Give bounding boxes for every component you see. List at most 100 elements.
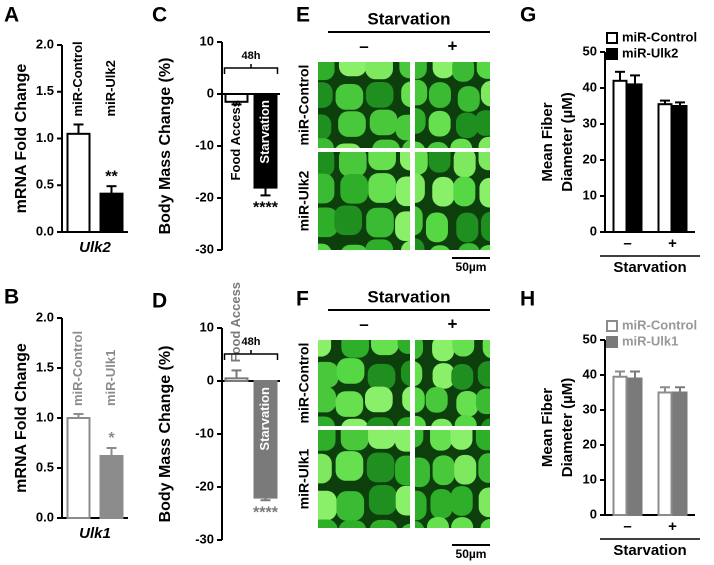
fiber bbox=[478, 453, 490, 483]
fiber bbox=[477, 361, 490, 387]
fiber bbox=[400, 240, 410, 250]
fiber bbox=[336, 491, 365, 521]
fiber bbox=[451, 364, 474, 390]
fiber bbox=[426, 516, 449, 528]
category-label: Food Access bbox=[228, 100, 243, 180]
y-tick-label: 50 bbox=[583, 331, 597, 346]
y-tick-label: 0.5 bbox=[36, 177, 54, 192]
fiber bbox=[415, 206, 423, 236]
scale-label: 50µm bbox=[456, 260, 487, 274]
fiber bbox=[415, 173, 425, 203]
fiber bbox=[318, 430, 336, 451]
legend-label: miR-Ulk1 bbox=[622, 333, 678, 348]
fiber bbox=[402, 386, 410, 412]
fiber bbox=[482, 340, 490, 359]
y-tick-label: 0 bbox=[590, 506, 597, 521]
fiber bbox=[318, 340, 332, 357]
fiber bbox=[430, 430, 453, 451]
fiber bbox=[415, 79, 428, 106]
fiber bbox=[478, 136, 490, 148]
y-tick-label: 10 bbox=[583, 187, 597, 202]
fiber bbox=[365, 62, 393, 80]
panel-letter: F bbox=[296, 288, 309, 311]
column-label: – bbox=[359, 314, 368, 333]
column-label: + bbox=[448, 36, 458, 55]
panel-letter: C bbox=[152, 4, 167, 27]
y-axis-label: mRNA Fold Change bbox=[13, 343, 30, 493]
error-bar bbox=[675, 101, 685, 106]
significance: * bbox=[108, 430, 115, 447]
fiber bbox=[395, 176, 410, 207]
error-bar bbox=[615, 70, 625, 81]
y-axis-label: Body Mass Change (%) bbox=[157, 58, 174, 235]
x-axis-label: Starvation bbox=[613, 542, 686, 559]
fiber bbox=[402, 139, 410, 148]
fiber bbox=[480, 80, 490, 107]
fiber bbox=[335, 391, 364, 417]
bar bbox=[612, 375, 628, 516]
fiber bbox=[334, 205, 362, 236]
significance: **** bbox=[253, 504, 279, 521]
fiber bbox=[401, 81, 410, 108]
micrograph bbox=[415, 152, 490, 250]
fiber bbox=[450, 486, 473, 516]
x-axis-label: Ulk1 bbox=[79, 525, 111, 542]
fiber bbox=[478, 152, 490, 171]
y-tick-label: -20 bbox=[195, 189, 214, 204]
fiber bbox=[454, 415, 477, 426]
bar bbox=[672, 391, 688, 516]
micrograph bbox=[415, 62, 490, 148]
y-tick-label: -10 bbox=[195, 137, 214, 152]
x-tick-label: + bbox=[668, 518, 677, 535]
y-tick-label: 1.5 bbox=[36, 359, 54, 374]
fiber bbox=[368, 173, 396, 203]
y-axis-label: mRNA Fold Change bbox=[13, 64, 30, 214]
row-label: miR-Ulk2 bbox=[296, 170, 312, 231]
fiber bbox=[432, 340, 455, 362]
y-tick-label: 40 bbox=[583, 366, 597, 381]
fiber bbox=[341, 340, 370, 358]
fiber bbox=[335, 451, 364, 481]
legend-swatch bbox=[606, 336, 618, 348]
fiber bbox=[368, 152, 396, 171]
micrograph bbox=[318, 340, 410, 426]
panel-letter: D bbox=[152, 290, 167, 313]
bar bbox=[612, 79, 628, 233]
y-axis-label: Mean Fiber bbox=[539, 388, 556, 467]
legend-swatch bbox=[606, 320, 618, 332]
y-tick-label: 10 bbox=[583, 471, 597, 486]
fiber bbox=[425, 212, 448, 243]
fiber bbox=[368, 485, 397, 515]
panel-letter: H bbox=[520, 288, 535, 311]
category-label: Starvation bbox=[257, 387, 272, 451]
category-label: miR-Ulk2 bbox=[103, 60, 118, 116]
bracket-label: 48h bbox=[242, 336, 261, 348]
column-label: – bbox=[359, 36, 368, 55]
fiber bbox=[366, 207, 394, 238]
fiber bbox=[318, 243, 332, 250]
bar bbox=[66, 417, 91, 519]
fiber bbox=[365, 386, 393, 413]
fiber bbox=[415, 457, 430, 488]
fiber bbox=[427, 141, 449, 148]
y-tick-label: -30 bbox=[195, 531, 214, 546]
y-tick-label: 0 bbox=[207, 372, 214, 387]
fiber bbox=[318, 62, 335, 81]
category-label: miR-Ulk1 bbox=[103, 350, 118, 406]
error-bar bbox=[675, 386, 685, 393]
fiber bbox=[370, 340, 399, 356]
y-tick-label: 0.0 bbox=[36, 509, 54, 524]
fiber bbox=[431, 418, 453, 426]
y-tick-label: 20 bbox=[583, 436, 597, 451]
fiber bbox=[453, 152, 476, 178]
legend-label: miR-Ulk2 bbox=[622, 45, 678, 60]
panel-letter: G bbox=[520, 4, 536, 27]
fiber bbox=[395, 430, 410, 452]
fiber bbox=[338, 111, 366, 137]
fiber bbox=[425, 387, 448, 413]
fiber bbox=[432, 176, 455, 207]
fiber bbox=[481, 211, 490, 242]
y-axis-label: Diameter (µM) bbox=[559, 378, 576, 478]
fiber bbox=[395, 455, 410, 486]
y-tick-label: 2.0 bbox=[36, 36, 54, 51]
